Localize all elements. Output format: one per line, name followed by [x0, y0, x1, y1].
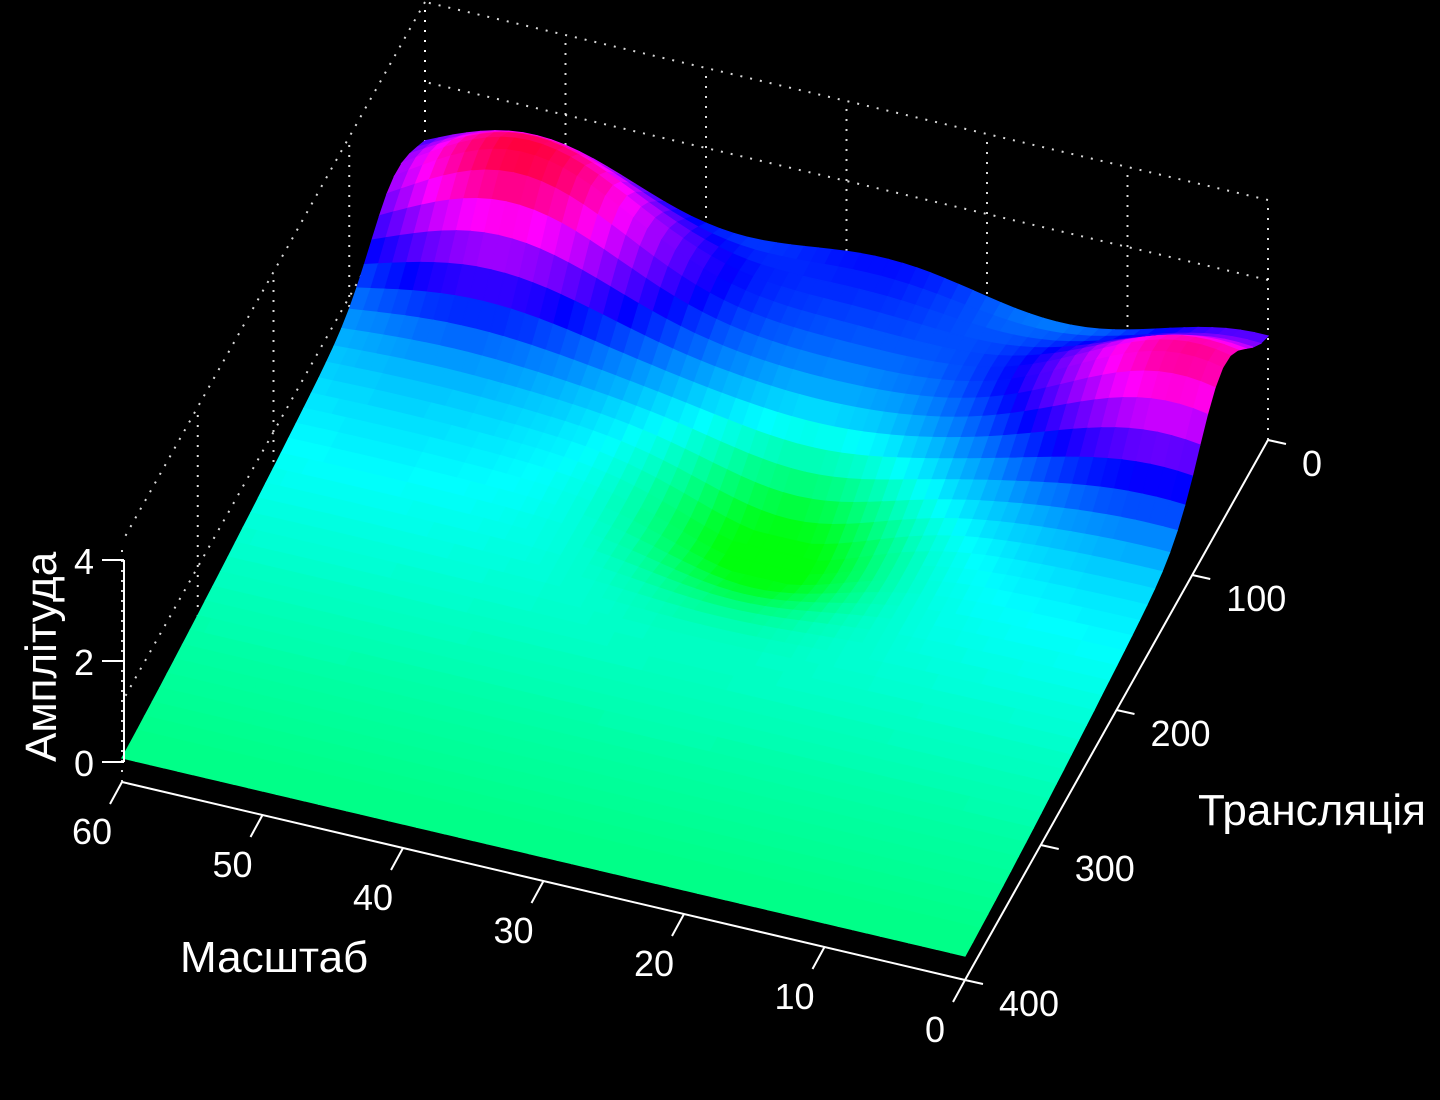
- amplitude-tick-label: 0: [74, 743, 94, 784]
- translation-tick-label: 200: [1151, 713, 1211, 754]
- scale-tick: [249, 814, 264, 838]
- scale-tick: [109, 781, 123, 805]
- scale-tick-label: 40: [353, 877, 393, 918]
- scale-tick-label: 60: [72, 811, 112, 852]
- scale-tick-label: 30: [493, 910, 533, 951]
- scale-tick-label: 0: [925, 1009, 945, 1050]
- scale-tick-label: 10: [774, 976, 814, 1017]
- tick-labels: 0 10 20 30 40 50 60 0 100 200 300 400 0 2 4: [72, 443, 1322, 1050]
- translation-tick: [1040, 844, 1059, 850]
- translation-tick: [964, 979, 984, 985]
- scale-tick: [811, 946, 826, 970]
- scale-tick-label: 20: [634, 943, 674, 984]
- scale-tick: [530, 880, 545, 904]
- surface-cell: [950, 938, 974, 957]
- scale-tick: [390, 847, 404, 871]
- translation-tick-label: 300: [1075, 848, 1135, 889]
- scale-tick-label: 50: [212, 844, 252, 885]
- surface: [121, 130, 1270, 957]
- translation-tick-label: 0: [1302, 443, 1322, 484]
- translation-tick-label: 400: [999, 983, 1059, 1024]
- amplitude-axis-title: Амплітуда: [17, 551, 66, 762]
- scale-tick: [952, 979, 966, 1003]
- scale-axis-title: Масштаб: [180, 933, 368, 982]
- tick-marks: [102, 439, 1287, 1003]
- scale-tick: [671, 913, 685, 937]
- amplitude-tick-label: 4: [74, 541, 94, 582]
- translation-tick: [1116, 709, 1135, 715]
- grid-line-back-top: [424, 1, 1269, 201]
- translation-tick-label: 100: [1226, 578, 1286, 619]
- grid-line-back-z4: [424, 81, 1269, 281]
- translation-tick: [1267, 439, 1287, 445]
- translation-axis-title: Трансляція: [1198, 786, 1426, 835]
- translation-tick: [1192, 574, 1211, 580]
- amplitude-tick-label: 2: [74, 642, 94, 683]
